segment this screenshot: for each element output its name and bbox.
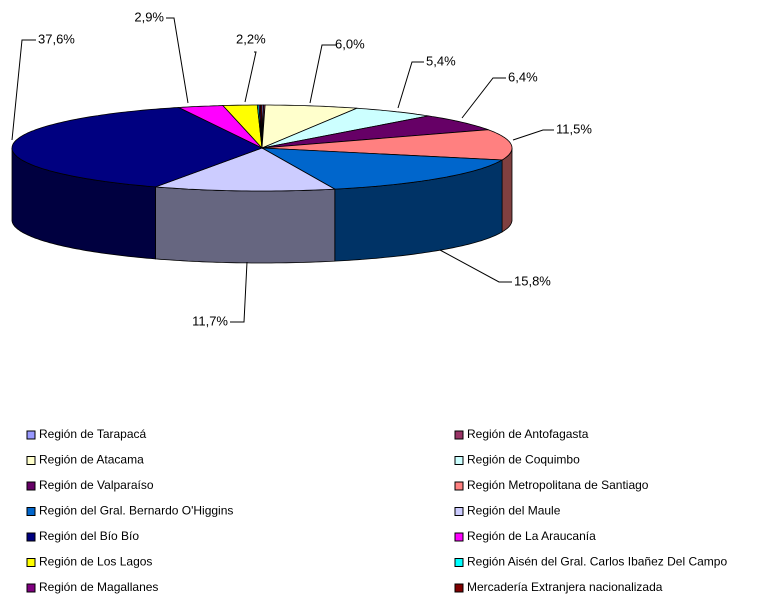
leader-line [439,249,512,283]
data-label: 11,5% [556,121,592,136]
legend-swatch [454,507,464,516]
legend-swatch [26,583,36,593]
legend-label: Región del Bío Bío [39,529,139,543]
slice [155,147,337,192]
slice [261,107,429,149]
slice [261,115,489,149]
legend-swatch [26,558,36,567]
legend-swatch [26,430,36,440]
legend-swatch [26,507,36,516]
legend-label: Región de Tarapacá [39,427,147,441]
leader-line [309,44,336,104]
slice-side [155,186,336,264]
leader-line [244,51,257,103]
data-label: 37,6% [38,31,75,46]
legend-label: Región Metropolitana de Santiago [467,478,649,492]
slice [259,104,263,149]
legend-swatch [454,583,464,593]
leader-line [512,129,554,141]
leader-line [11,39,36,141]
legend-label: Región de Coquimbo [467,453,580,467]
legend-swatch [454,430,464,440]
legend-swatch [26,481,36,491]
legend-swatch [454,532,464,542]
legend-label: Región del Maule [467,504,561,518]
legend-label: Región de Magallanes [39,580,158,594]
data-label: 6,0% [335,36,365,51]
legend-label: Región de Antofagasta [467,427,589,441]
data-label: 11,7% [192,313,228,328]
data-label: 15,8% [514,273,551,288]
data-label: 2,9% [134,9,164,24]
slice [11,107,264,188]
legend-swatch [26,532,36,542]
slice-side [501,148,513,233]
legend-label: Mercadería Extranjera nacionalizada [467,580,663,594]
data-label: 5,4% [426,53,456,68]
slice [261,104,358,149]
legend-swatch [454,481,464,491]
slice [177,105,263,149]
legend-label: Región de La Araucanía [467,529,596,543]
legend-label: Región de Atacama [39,453,144,467]
legend-label: Región del Gral. Bernardo O'Higgins [39,504,233,518]
data-label: 2,2% [236,31,266,46]
leader-line [397,61,424,109]
leader-line [166,17,189,104]
leader-line [230,261,248,323]
legend-swatch [454,558,464,567]
legend-swatch [454,456,464,465]
slice [222,104,263,150]
legend-label: Región Aisén del Gral. Carlos Ibañez Del… [467,555,727,569]
slice [261,147,504,190]
legend-swatch [26,456,36,465]
data-label: 6,4% [508,69,538,84]
leader-line [461,77,506,119]
legend-label: Región de Valparaíso [39,478,154,492]
legend-label: Región de Los Lagos [39,555,152,569]
slice [261,129,513,161]
